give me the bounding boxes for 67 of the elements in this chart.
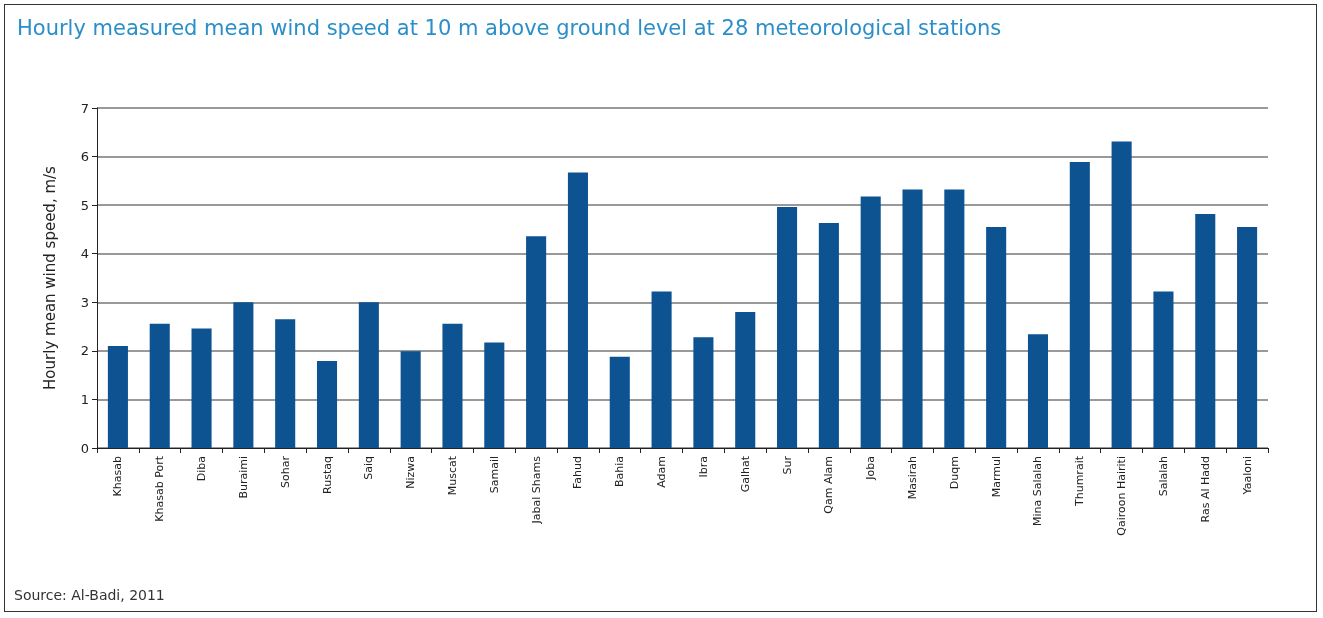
bar (1111, 141, 1132, 448)
x-tick-label: Ibra (696, 456, 710, 478)
bar (818, 223, 839, 448)
bar (526, 236, 547, 448)
bar (986, 227, 1007, 448)
x-tick-label: Galhat (738, 455, 752, 493)
x-tick-label: Qam Alam (822, 456, 836, 514)
bar (275, 319, 296, 448)
y-tick-label: 3 (80, 294, 89, 310)
bar (316, 361, 338, 448)
x-tick-label: Marmul (989, 456, 1003, 498)
bar (149, 323, 170, 448)
x-tick-label: Joba (864, 456, 878, 481)
x-tick-label: Mina Salalah (1031, 455, 1045, 527)
x-tick-label: Muscat (445, 455, 459, 496)
x-tick-label: Diba (195, 456, 209, 482)
x-tick-label: Duqm (947, 456, 961, 490)
x-tick-label: Samail (487, 456, 501, 494)
x-tick-label: Nizwa (404, 456, 418, 489)
bar (651, 291, 672, 448)
x-tick-label: Yaaloni (1240, 456, 1254, 496)
x-tick-label: Bahia (613, 456, 627, 488)
y-tick-label: 0 (80, 440, 89, 456)
x-tick-label: Fahud (571, 456, 585, 489)
bar (442, 323, 463, 448)
bar (484, 342, 505, 448)
x-tick-label: Thumrait (1073, 455, 1087, 508)
bar (1027, 334, 1049, 448)
x-tick-label: Khasab (111, 455, 125, 497)
bar (1195, 213, 1216, 448)
bar (358, 302, 379, 448)
x-tick-label: Sohar (278, 455, 292, 488)
y-tick-label: 4 (80, 246, 89, 262)
bar (107, 346, 128, 448)
bar (777, 207, 798, 448)
bar (902, 189, 923, 448)
bar (233, 302, 254, 448)
y-tick-label: 1 (80, 391, 89, 407)
x-tick-label: Sur (780, 455, 794, 475)
x-tick-label: Qairoon Hairiti (1115, 456, 1129, 536)
bar (693, 337, 714, 448)
x-tick-label: Jabal Shams (529, 455, 543, 525)
bar (1153, 291, 1174, 448)
bar (567, 172, 588, 448)
x-tick-label: Masirah (906, 455, 920, 500)
bar (944, 189, 965, 448)
y-tick-label: 2 (80, 343, 89, 359)
y-tick-label: 7 (80, 100, 89, 116)
chart-title: Hourly measured mean wind speed at 10 m above ground level at 28 meteorological stations (17, 15, 1002, 40)
x-tick-label: Rustaq (320, 456, 334, 494)
bar (191, 328, 212, 448)
x-tick-label: Buraimi (236, 456, 250, 499)
bar (735, 312, 756, 448)
x-tick-label: Salalah (1156, 455, 1170, 497)
y-axis-title: Hourly mean wind speed, m/s (40, 165, 59, 390)
source-note: Source: Al-Badi, 2011 (14, 587, 165, 603)
y-tick-label: 6 (80, 149, 89, 165)
x-tick-label: Khasab Port (153, 455, 167, 522)
bar (400, 351, 421, 448)
x-tick-label: Adam (655, 456, 669, 488)
bar (609, 356, 630, 448)
y-tick-label: 5 (80, 197, 89, 213)
bar (1069, 161, 1090, 448)
x-tick-label: Saiq (362, 456, 376, 480)
bar (1237, 227, 1258, 448)
bar (860, 196, 881, 448)
x-tick-label: Ras Al Hadd (1198, 456, 1212, 523)
